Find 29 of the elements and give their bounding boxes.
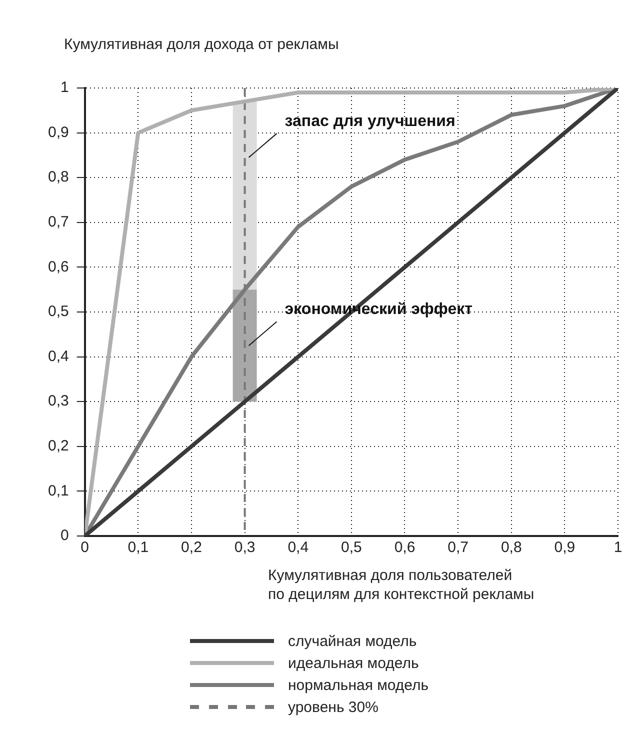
x-tick-label: 0,5 — [340, 539, 362, 556]
y-tick-label: 1 — [60, 79, 69, 96]
y-tick-label: 0,9 — [48, 124, 69, 141]
x-axis-title: Кумулятивная доля пользователей по децилям для контекстной рекламы — [268, 566, 534, 604]
legend-label: уровень 30% — [288, 698, 378, 716]
y-tick-label: 0,6 — [48, 258, 69, 276]
legend-label: идеальная модель — [288, 654, 419, 672]
y-tick-label: 0,5 — [48, 303, 69, 320]
x-tick-label: 0,7 — [448, 539, 468, 556]
x-tick-label: 0,6 — [394, 539, 416, 556]
y-tick-label: 0,7 — [48, 214, 69, 231]
legend-label: нормальная модель — [288, 676, 429, 694]
x-tick-label: 1 — [614, 539, 622, 556]
y-axis-title: Кумулятивная доля дохода от рекламы — [64, 36, 339, 53]
x-tick-label: 0,9 — [554, 539, 576, 556]
x-tick-label: 0,2 — [181, 539, 202, 556]
y-tick-label: 0,1 — [48, 482, 69, 500]
x-tick-label: 0,4 — [288, 539, 309, 556]
band-label: запас для улучшения — [284, 112, 456, 130]
y-tick-label: 0,4 — [48, 348, 69, 365]
y-tick-label: 0 — [60, 527, 69, 544]
x-tick-label: 0,1 — [128, 539, 149, 556]
x-tick-label: 0 — [80, 539, 90, 556]
x-tick-label: 0,3 — [234, 539, 256, 556]
y-tick-label: 0,2 — [48, 438, 69, 455]
legend-label: случайная модель — [288, 632, 417, 650]
x-tick-label: 0,8 — [500, 539, 522, 556]
y-tick-label: 0,8 — [48, 168, 69, 186]
y-tick-label: 0,3 — [48, 392, 69, 410]
